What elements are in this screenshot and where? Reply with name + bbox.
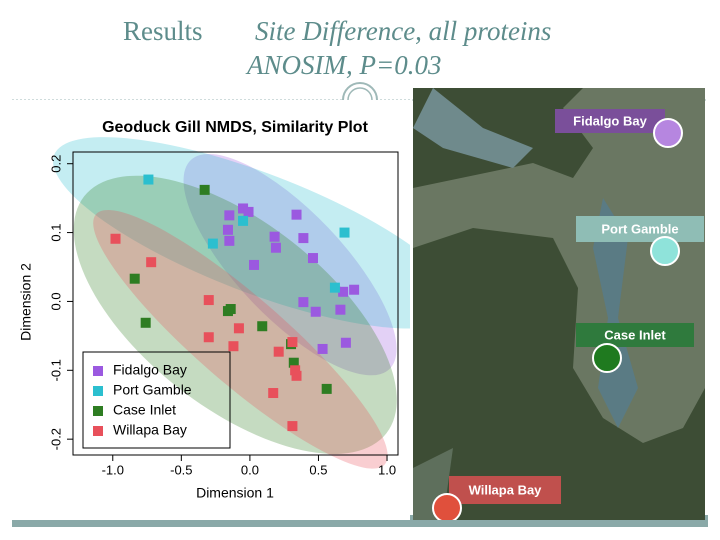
point	[339, 227, 350, 238]
point	[224, 210, 235, 221]
map-label-box	[576, 323, 694, 347]
map-marker	[650, 236, 680, 266]
point	[238, 215, 249, 226]
point	[225, 304, 236, 315]
point	[203, 332, 214, 343]
confidence-ellipse	[93, 210, 388, 469]
x-tick-label: 0.0	[241, 462, 259, 477]
point	[338, 286, 349, 297]
map-label-box	[576, 216, 704, 242]
plot-frame	[72, 151, 399, 456]
slide-subtitle: ANOSIM, P=0.03	[247, 50, 442, 80]
point	[224, 235, 235, 246]
x-tick-label: -1.0	[102, 462, 124, 477]
map-label-box	[449, 476, 561, 504]
map-marker	[592, 343, 622, 373]
point	[243, 206, 254, 217]
point	[110, 233, 121, 244]
legend-swatch	[93, 406, 103, 416]
legend-label: Fidalgo Bay	[113, 362, 187, 378]
map-label: Port Gamble	[601, 221, 678, 236]
x-tick-label: 0.5	[309, 462, 327, 477]
y-tick-label: -0.1	[48, 359, 63, 381]
confidence-ellipse	[73, 175, 397, 454]
point	[335, 304, 346, 315]
point	[291, 209, 302, 220]
point	[143, 174, 154, 185]
map-label-box	[555, 109, 665, 133]
point	[273, 346, 284, 357]
legend-swatch	[93, 366, 103, 376]
water	[413, 88, 533, 168]
point	[269, 231, 280, 242]
point	[129, 273, 140, 284]
point	[310, 306, 321, 317]
point	[233, 323, 244, 334]
map-label: Willapa Bay	[469, 482, 543, 497]
point	[298, 233, 309, 244]
legend-swatch	[93, 386, 103, 396]
point	[249, 259, 260, 270]
point	[291, 370, 302, 381]
slide-subtitle: Site Difference, all proteins	[255, 16, 552, 46]
point	[290, 365, 301, 376]
y-tick-label: -0.2	[48, 428, 63, 450]
confidence-ellipse	[53, 137, 410, 329]
map-marker	[653, 118, 683, 148]
map-marker	[432, 493, 462, 520]
x-axis-label: Dimension 1	[196, 485, 274, 501]
chart-title: Geoduck Gill NMDS, Similarity Plot	[102, 119, 369, 136]
point	[146, 257, 157, 268]
point	[287, 421, 298, 432]
point	[307, 253, 318, 264]
point	[349, 284, 360, 295]
map-label: Case Inlet	[604, 327, 666, 342]
y-tick-label: 0.1	[48, 224, 63, 242]
point	[268, 388, 279, 399]
legend-label: Port Gamble	[113, 382, 192, 398]
legend-label: Willapa Bay	[113, 422, 187, 438]
x-tick-label: 1.0	[378, 462, 396, 477]
point	[287, 337, 298, 348]
point	[222, 224, 233, 235]
legend-label: Case Inlet	[113, 402, 176, 418]
point	[238, 203, 249, 214]
point	[140, 317, 151, 328]
point	[321, 383, 332, 394]
point	[199, 184, 210, 195]
point	[228, 341, 239, 352]
map-label: Fidalgo Bay	[573, 113, 647, 128]
y-tick-label: 0.2	[48, 155, 63, 173]
slide-title: Results	[123, 16, 203, 46]
point	[329, 282, 340, 293]
y-axis-label: Dimension 2	[18, 263, 34, 341]
point	[317, 343, 328, 354]
point	[340, 337, 351, 348]
x-tick-label: -0.5	[170, 462, 192, 477]
region	[413, 88, 705, 443]
point	[207, 238, 218, 249]
y-tick-label: 0.0	[48, 292, 63, 310]
confidence-ellipse	[183, 153, 397, 376]
point	[257, 321, 268, 332]
chart: Geoduck Gill NMDS, Similarity Plot Dimen…	[12, 100, 410, 520]
map: Fidalgo Bay Port Gamble Case Inlet Willa…	[413, 88, 705, 520]
legend-swatch	[93, 426, 103, 436]
point	[270, 242, 281, 253]
legend-box	[82, 351, 231, 449]
point	[298, 297, 309, 308]
point	[203, 295, 214, 306]
point	[288, 357, 299, 368]
